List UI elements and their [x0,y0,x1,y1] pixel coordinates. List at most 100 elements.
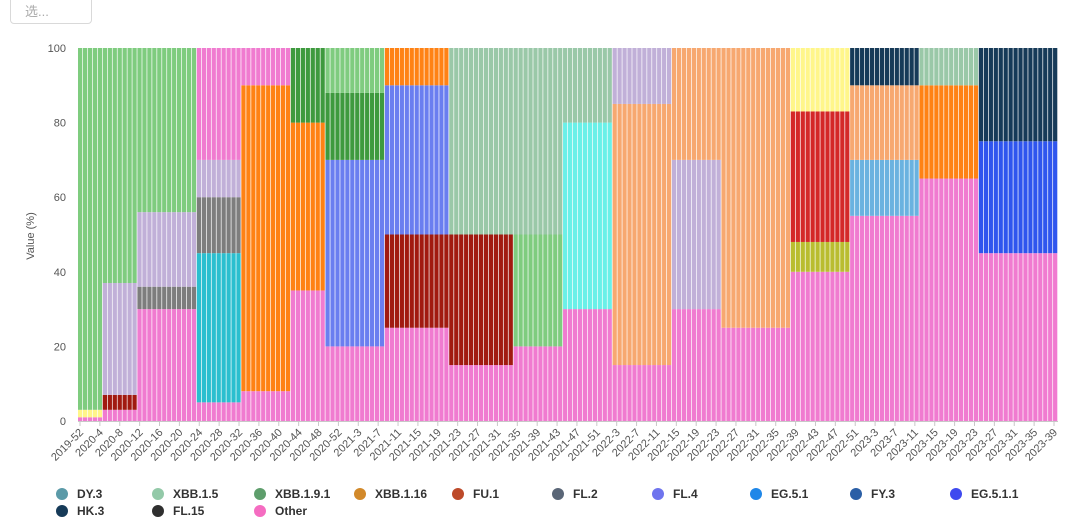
bar-segment-lilac [706,159,711,310]
bar-segment-navy [874,48,880,86]
bar-segment-navy [1003,48,1008,142]
bar-segment-pink [419,327,424,421]
bar-segment-lilac [142,212,147,287]
legend-item[interactable]: HK.3 [56,503,104,519]
bar-segment-olive [845,241,850,272]
bar-segment-darkred [459,234,464,366]
legend-item[interactable]: XBB.1.5 [152,486,218,502]
bar-segment-pink [216,402,221,421]
bar-segment-gray [236,197,241,254]
bar-segment-gray [226,197,231,254]
bar-segment-pink [439,327,444,421]
bar-segment-sage [919,48,924,86]
bar-segment-pink [686,309,692,421]
bar-segment-orange [424,48,429,86]
bar-segment-blue [335,159,340,347]
bar-segment-darkred [434,234,439,328]
bar-segment-pink [181,309,187,421]
legend-label: XBB.1.5 [173,487,219,501]
bar-segment-orange [266,85,271,392]
bar-segment-pink [503,365,508,421]
bar-segment-navy [850,48,855,86]
bar-segment-lilac [157,212,162,287]
bar-segment-lilac [686,159,692,310]
variant-select[interactable]: 选... [10,0,92,24]
bar-segment-pink [899,215,904,421]
bar-segment-orange [944,85,949,179]
legend-label: HK.3 [77,504,105,518]
bar-segment-green [553,234,558,347]
bar-segment-green [172,48,177,213]
bar-segment-peach [662,103,667,366]
bar-segment-cyan [563,122,568,310]
bar-segment-sage [469,48,474,235]
bar-segment-navy [1048,48,1053,142]
bar-segment-pink [572,309,578,421]
bar-segment-sage [513,48,518,235]
bar-segment-peach [775,48,781,328]
legend-item[interactable]: EG.5.1 [750,486,808,502]
legend-item[interactable]: FL.15 [152,503,204,519]
bar-segment-darkred [107,394,112,410]
bar-segment-pink [993,253,998,421]
bar-segment-pink [241,391,246,421]
bar-segment-skyblue [904,159,909,216]
bar-segment-green [162,48,167,213]
bar-segment-peach [622,103,627,366]
bar-segment-gray [216,197,221,254]
bar-segment-lilac [701,159,706,310]
legend-item[interactable]: FU.1 [452,486,499,502]
legend-item[interactable]: XBB.1.16 [354,486,427,502]
bar-segment-orange [949,85,954,179]
bar-segment-pink [988,253,993,421]
bar-segment-green [147,48,152,213]
bar-segment-yellow [78,409,83,418]
bar-segment-navy [1053,48,1058,142]
legend-item[interactable]: Other [254,503,307,519]
bar-segment-green [350,48,355,93]
bar-segment-peach [889,85,894,160]
bar-segment-peach [909,85,914,160]
bar-segment-gray [147,286,152,310]
bar-segment-pink [617,365,622,421]
bar-segment-pink [226,402,231,421]
bar-segment-orange [929,85,934,179]
bar-segment-red [820,111,825,242]
bar-segment-darkred [498,234,503,366]
bar-segment-pink [855,215,860,421]
bar-segment-pink [340,346,345,421]
bar-segment-pink [221,402,226,421]
bar-segment-sage [954,48,959,86]
bar-segment-pink [934,178,939,421]
bar-segment-blue [424,85,429,235]
bar-segment-peach [716,48,721,160]
bar-segment-pink [261,391,266,421]
legend-item[interactable]: EG.5.1.1 [950,486,1018,502]
bar-segment-lilac [117,282,122,395]
bar-segment-orange [241,85,246,392]
bar-segment-royal [1053,141,1058,254]
bar-segment-pink [642,365,647,421]
legend-item[interactable]: DY.3 [56,486,102,502]
bar-segment-pink [176,309,182,421]
legend-swatch-icon [152,505,164,517]
bar-segment-pink [167,309,172,421]
bar-segment-olive [835,241,840,272]
bar-segment-green [92,48,98,410]
legend-item[interactable]: FY.3 [850,486,895,502]
bar-segment-lilac [662,48,667,104]
bar-segment-orange [389,48,395,86]
bar-segment-darkred [394,234,400,328]
bar-segment-green [548,234,553,347]
bar-segment-red [795,111,800,242]
bar-segment-pink [884,215,890,421]
legend-item[interactable]: FL.2 [552,486,598,502]
bar-segment-pink [231,48,236,160]
bar-segment-pink [662,365,667,421]
bar-segment-pink [459,365,464,421]
legend-item[interactable]: FL.4 [652,486,698,502]
bar-segment-orange [305,122,310,291]
bar-segment-pink [691,309,696,421]
legend-item[interactable]: XBB.1.9.1 [254,486,330,502]
bar-segment-teal [206,253,211,403]
